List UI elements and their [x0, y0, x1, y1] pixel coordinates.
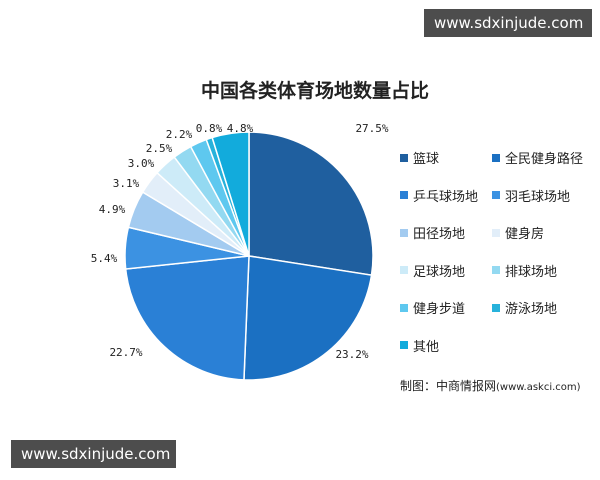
legend-item: 游泳场地: [492, 298, 600, 317]
legend-label: 健身步道: [413, 302, 466, 317]
legend-swatch: [492, 191, 500, 199]
pie-slice: [243, 255, 373, 381]
legend-item: 其他: [400, 336, 492, 355]
legend: 篮球 全民健身路径乒乓球场地 羽毛球场地田径场地 健身房足球场地 排球场地健身步道 游泳场…: [400, 148, 600, 355]
chart-title: 中国各类体育场地数量占比: [200, 80, 429, 102]
data-label: 22.7%: [109, 346, 142, 359]
legend-swatch: [400, 228, 408, 237]
legend-label: 排球场地: [505, 264, 558, 280]
source-url: (www.askci.com): [496, 382, 581, 393]
watermark-banner-top: www.sdxinjude.com: [424, 9, 592, 37]
legend-swatch: [400, 153, 408, 162]
legend-label: 乒乓球场地: [413, 189, 479, 205]
legend-swatch: [400, 341, 408, 349]
legend-label: 其他: [413, 339, 440, 355]
legend-swatch: [492, 228, 500, 237]
legend-swatch: [400, 191, 408, 199]
data-label: 5.4%: [91, 252, 118, 265]
data-label: 27.5%: [355, 122, 388, 135]
legend-swatch: [492, 303, 500, 312]
data-label: 23.2%: [335, 348, 368, 361]
legend-label: 田径场地: [413, 227, 466, 242]
legend-item: 健身房: [492, 223, 600, 242]
legend-swatch: [400, 303, 408, 312]
pie-slice: [211, 131, 250, 257]
data-label: 3.0%: [128, 157, 155, 170]
legend-label: 全民健身路径: [505, 152, 584, 167]
watermark-banner-bottom: www.sdxinjude.com: [11, 440, 176, 468]
pie-slice: [248, 131, 374, 277]
legend-item: 全民健身路径: [492, 148, 600, 167]
data-label: 4.9%: [99, 203, 126, 216]
legend-item: 健身步道: [400, 298, 492, 317]
pie-slice: [124, 255, 250, 381]
legend-item: 篮球: [400, 148, 492, 167]
data-label: 3.1%: [113, 177, 140, 190]
legend-label: 健身房: [505, 227, 545, 242]
source-note: 制图：中商情报网(www.askci.com): [400, 377, 581, 394]
legend-swatch: [492, 266, 500, 274]
legend-item: 羽毛球场地: [492, 186, 600, 205]
legend-label: 羽毛球场地: [505, 189, 571, 205]
legend-label: 游泳场地: [505, 302, 558, 317]
legend-item: 排球场地: [492, 261, 600, 280]
legend-swatch: [492, 153, 500, 162]
legend-item: 足球场地: [400, 261, 492, 280]
data-label: 2.5%: [146, 142, 173, 155]
legend-label: 足球场地: [413, 264, 466, 280]
legend-swatch: [400, 266, 408, 274]
source-text: 制图：中商情报网: [400, 379, 497, 393]
data-label: 0.8%: [196, 122, 223, 135]
legend-item: 乒乓球场地: [400, 186, 492, 205]
data-label: 4.8%: [227, 122, 254, 135]
data-label: 2.2%: [166, 128, 193, 141]
legend-label: 篮球: [413, 152, 440, 167]
legend-item: 田径场地: [400, 223, 492, 242]
